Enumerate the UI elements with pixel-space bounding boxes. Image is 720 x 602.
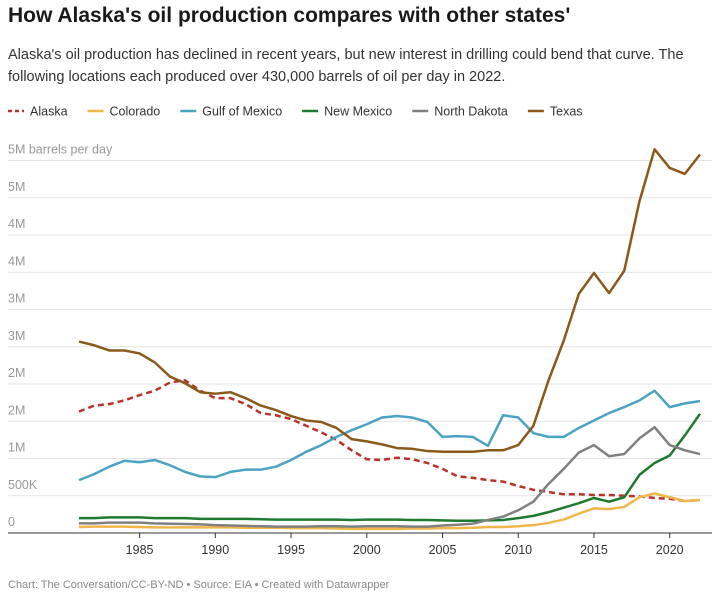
y-tick-label: 4M: [8, 217, 25, 231]
data-line: [78, 492, 701, 531]
data-line: [79, 413, 702, 522]
y-tick-label: 2M: [8, 366, 25, 380]
chart: Alaska Colorado Gulf of Mexico New Mexico No…: [8, 105, 712, 557]
x-tick-label: 1990: [201, 543, 229, 557]
legend-label: New Mexico: [324, 105, 392, 119]
data-line: [78, 389, 701, 482]
chart-subtitle: Alaska's oil production has declined in …: [8, 47, 684, 85]
y-tick-label: 3M: [8, 329, 25, 343]
y-tick-label: 3M: [8, 292, 25, 306]
data-line: [78, 148, 701, 454]
y-tick-label: 1M: [8, 441, 25, 455]
y-tick-label: 4M: [8, 254, 25, 268]
chart-title: How Alaska's oil production compares wit…: [8, 4, 571, 27]
y-tick-label: 0: [8, 515, 15, 529]
legend-label: Colorado: [110, 105, 161, 119]
x-tick-label: 2010: [504, 543, 532, 557]
legend-label: Alaska: [30, 105, 68, 119]
x-tick-label: 1995: [277, 543, 305, 557]
x-tick-label: 2005: [429, 543, 457, 557]
y-tick-label: 2M: [8, 403, 25, 417]
legend-label: North Dakota: [434, 105, 508, 119]
legend-label: Gulf of Mexico: [202, 105, 282, 119]
y-tick-label: 5M barrels per day: [8, 143, 113, 157]
x-tick-label: 2015: [580, 543, 608, 557]
data-line: [78, 379, 701, 503]
y-tick-label: 5M: [8, 180, 25, 194]
x-tick-label: 2020: [656, 543, 684, 557]
source-note: Chart: The Conversation/CC-BY-ND • Sourc…: [8, 579, 390, 591]
y-tick-label: 500K: [8, 478, 38, 492]
x-tick-label: 2000: [353, 543, 381, 557]
x-tick-label: 1985: [126, 543, 154, 557]
data-line: [79, 425, 701, 528]
legend-label: Texas: [550, 105, 583, 119]
